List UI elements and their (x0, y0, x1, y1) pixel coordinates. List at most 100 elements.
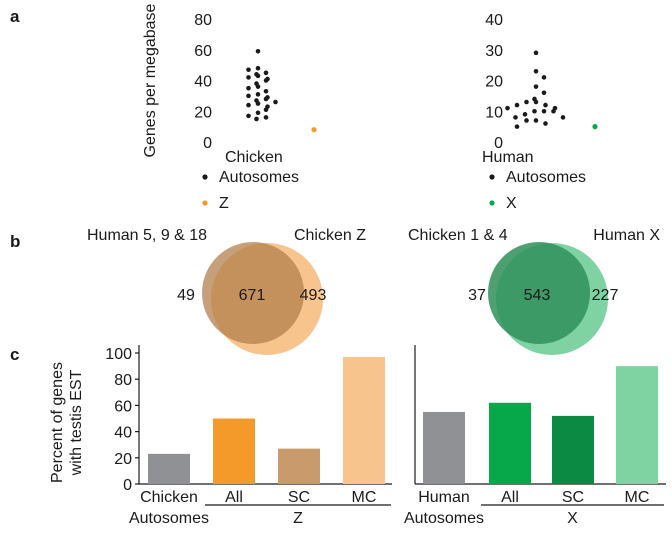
category-label: SC (562, 489, 584, 506)
autosome-data-point (246, 93, 251, 99)
set-label-left: Human 5, 9 & 18 (87, 227, 207, 244)
y-tick-label: 20 (194, 104, 212, 121)
y-axis-label: with testis EST (68, 369, 85, 476)
autosome-data-point (524, 99, 529, 105)
autosome-data-point (513, 115, 518, 120)
set-label-right: Human X (593, 227, 660, 244)
y-tick-label: 60 (114, 398, 132, 415)
category-label: All (501, 489, 519, 506)
autosome-data-point (533, 118, 539, 123)
bar (616, 366, 658, 484)
autosome-data-point (246, 113, 251, 119)
autosome-data-point (532, 108, 537, 114)
y-axis-label: Genes per megabase (142, 3, 159, 157)
y-tick-label: 30 (485, 43, 503, 60)
autosome-data-point (273, 99, 278, 105)
autosome-data-point (246, 75, 251, 80)
y-tick-label: 100 (105, 346, 132, 363)
autosome-data-point (263, 70, 269, 76)
legend-label: Z (219, 195, 229, 212)
autosome-data-point (255, 65, 261, 71)
category-label: Human (418, 489, 470, 506)
y-tick-label: 40 (485, 12, 503, 29)
panel-label-a: a (10, 7, 20, 26)
set-label-left: Chicken 1 & 4 (408, 227, 508, 244)
legend-marker (202, 174, 208, 180)
y-tick-label: 60 (194, 43, 212, 60)
y-tick-label: 20 (114, 451, 132, 468)
autosome-data-point (551, 108, 556, 114)
category-label: Autosomes (404, 510, 484, 527)
autosome-data-point (255, 101, 261, 106)
legend-marker (489, 200, 495, 206)
venn-chicken-z: Human 5, 9 & 18 Chicken Z 49 671 493 (87, 227, 366, 355)
autosome-data-point (505, 105, 510, 111)
autosome-data-point (255, 73, 261, 79)
y-tick-label: 0 (203, 135, 212, 152)
bar (423, 411, 465, 484)
autosome-data-point (263, 88, 269, 94)
group-label: Z (293, 510, 303, 527)
venn-human-x: Chicken 1 & 4 Human X 37 543 227 (408, 227, 660, 355)
autosome-data-point (533, 84, 539, 89)
autosome-data-point (533, 68, 539, 74)
category-label: SC (288, 489, 310, 506)
category-label: Autosomes (129, 510, 209, 527)
autosome-data-point (246, 85, 251, 91)
y-tick-label: 0 (494, 135, 503, 152)
legend-label: X (506, 195, 517, 212)
sex-chromosome-data-point (592, 124, 598, 130)
legend-marker (489, 174, 495, 180)
dot-plot-human: 0 10 20 30 40 Human Autosomes X (482, 12, 598, 212)
autosome-data-point (254, 116, 259, 122)
bar (148, 453, 190, 484)
right-only-count: 227 (592, 287, 619, 304)
group-label: Human (482, 149, 534, 166)
group-label: Chicken (225, 149, 283, 166)
set-label-right: Chicken Z (294, 227, 366, 244)
y-tick-label: 40 (114, 425, 132, 442)
panel-label-c: c (10, 345, 19, 364)
overlap-count: 543 (524, 287, 551, 304)
y-tick-label: 0 (123, 477, 132, 494)
category-label: All (225, 489, 243, 506)
bar (489, 402, 531, 484)
autosome-data-point (263, 107, 269, 113)
autosome-data-point (246, 67, 251, 73)
autosome-data-point (263, 115, 269, 120)
group-label: X (567, 510, 578, 527)
left-only-count: 37 (468, 287, 486, 304)
y-tick-label: 20 (485, 74, 503, 91)
legend-label: Autosomes (506, 169, 586, 186)
venn-left-set (202, 242, 304, 344)
autosome-data-point (263, 78, 269, 83)
autosome-data-point (514, 102, 520, 108)
legend-label: Autosomes (219, 169, 299, 186)
autosome-data-point (514, 124, 520, 129)
y-axis-label: Percent of genes (49, 362, 66, 483)
y-tick-label: 10 (485, 104, 503, 121)
bar (552, 415, 594, 484)
autosome-data-point (541, 90, 547, 96)
bar-chart-human: Human Autosomes All SC MC X (404, 345, 666, 527)
autosome-data-point (255, 110, 261, 116)
autosome-data-point (255, 84, 261, 89)
autosome-data-point (255, 48, 261, 54)
autosome-data-point (543, 121, 548, 126)
autosome-data-point (246, 102, 251, 108)
bar (343, 356, 385, 484)
autosome-data-point (560, 115, 566, 120)
venn-left-set (488, 242, 590, 344)
autosome-data-point (541, 75, 547, 80)
autosome-data-point (524, 118, 529, 123)
autosome-data-point (255, 92, 261, 97)
autosome-data-point (522, 112, 528, 117)
overlap-count: 671 (239, 287, 266, 304)
category-label: MC (352, 489, 377, 506)
y-tick-label: 80 (114, 372, 132, 389)
autosome-data-point (541, 108, 547, 114)
y-tick-label: 40 (194, 74, 212, 91)
left-only-count: 49 (177, 287, 195, 304)
sex-chromosome-data-point (311, 127, 317, 133)
